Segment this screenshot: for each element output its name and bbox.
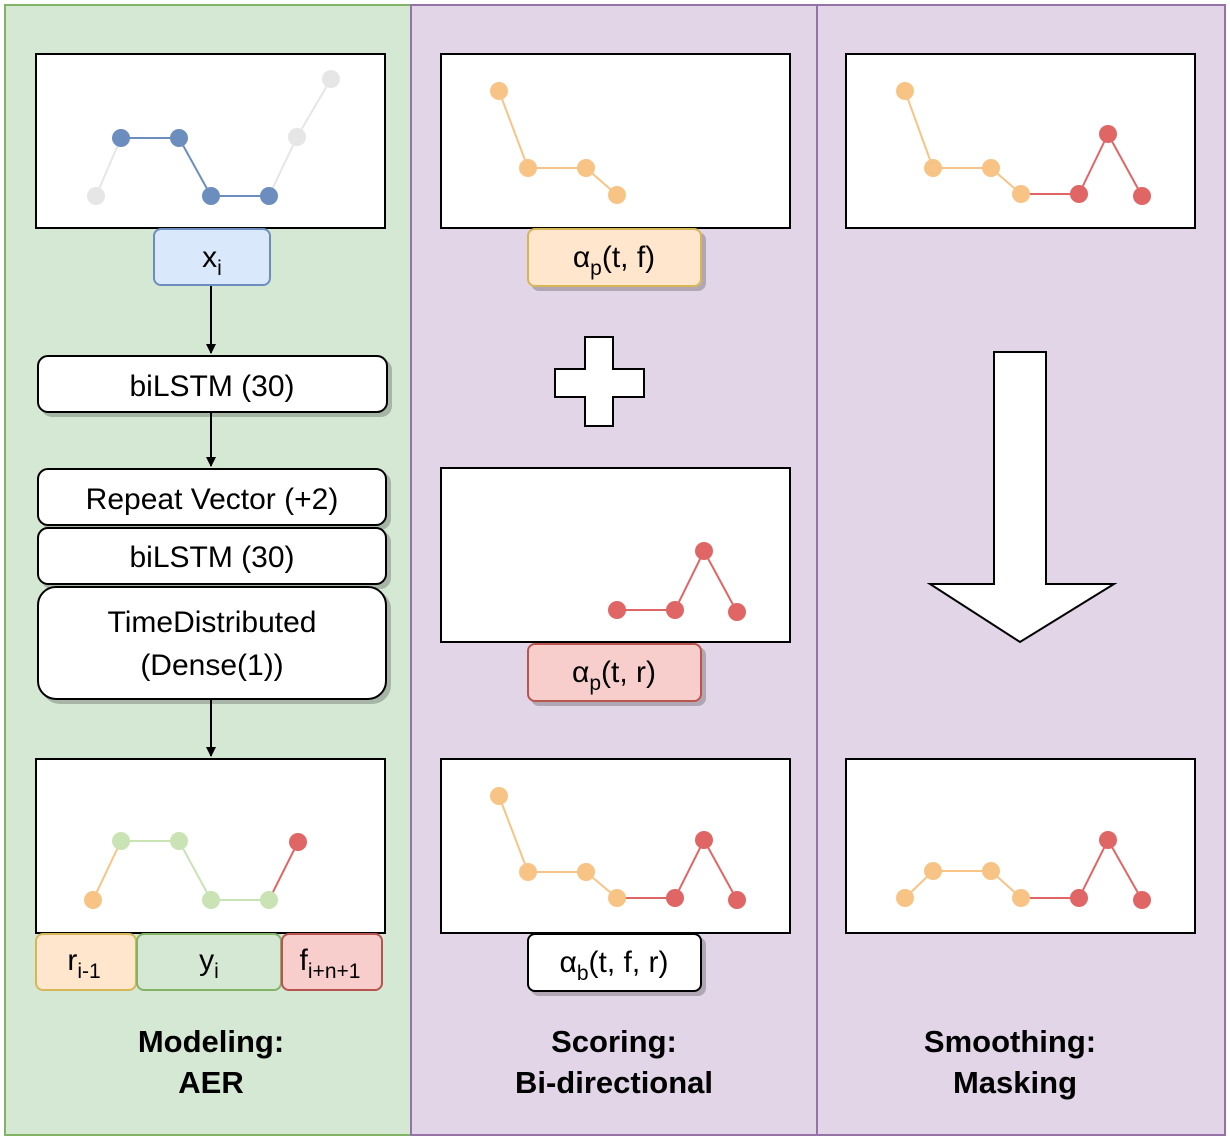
timedistributed-label: (Dense(1)) [140,649,283,682]
bidir-point [577,863,595,881]
smoothed-point [1070,889,1088,907]
smoothing-subtitle: Masking [953,1065,1077,1100]
forward-pred-line [268,841,299,901]
input-point [202,187,220,205]
timedistributed-layer [37,586,387,700]
unsmoothed-point [1099,125,1117,143]
input-point [322,70,340,88]
smoothed-point [982,862,1000,880]
forward-error-line [498,90,618,196]
unsmoothed-reverse-line [1021,131,1143,197]
bidir-score-label: αb(t, f, r) [559,946,668,985]
smoothed-point [1099,831,1117,849]
unsmoothed-point [982,159,1000,177]
unsmoothed-point [924,159,942,177]
plus-icon [554,336,645,427]
bidir-point [666,889,684,907]
reverse-error-point [608,601,626,619]
recon-point [260,891,278,909]
bidir-point [695,831,713,849]
bidir-point [490,787,508,805]
recon-point [84,891,102,909]
forward-label-box [281,933,383,991]
recon-label: yi [199,944,219,983]
input-point [87,187,105,205]
input-window-line [121,137,269,197]
smoothed-point [1012,889,1030,907]
smoothed-point [924,862,942,880]
reverse-score-label: αp(t, r) [572,656,656,695]
reverse-label: ri-1 [67,944,100,983]
forward-label: fi+n+1 [300,944,361,983]
smoothed-reverse-line [1021,837,1143,901]
reverse-error-point [728,603,746,621]
bidir-score-label-box [527,933,702,992]
reconstruction-line [121,840,269,901]
forward-error-point [490,82,508,100]
unsmoothed-point [896,82,914,100]
timedistributed-label: TimeDistributed [108,606,317,639]
forward-score-label-box [527,228,702,287]
reverse-error-point [695,542,713,560]
bidir-forward-line [498,795,618,899]
unsmoothed-point [1012,185,1030,203]
scoring-subtitle: Bi-directional [515,1065,713,1100]
bidir-point [519,863,537,881]
reverse-error-point [666,601,684,619]
bilstm-layer-2 [37,527,387,585]
bidir-point [608,889,626,907]
bilstm-layer-1-label: biLSTM (30) [129,370,294,403]
recon-point [202,891,220,909]
input-point [112,129,130,147]
repeat-vector-label: Repeat Vector (+2) [86,483,339,516]
bidir-point [728,891,746,909]
reverse-score-label-box [527,643,702,702]
bilstm-layer-1 [37,355,388,413]
unsmoothed-point [1070,185,1088,203]
forward-error-point [608,186,626,204]
recon-point [289,833,307,851]
down-arrow-icon [926,351,1118,644]
forward-score-label: αp(t, f) [573,241,655,280]
smoothed-point [1133,891,1151,909]
input-context-line-left [95,137,122,197]
reverse-error-line [617,548,738,613]
input-point [260,187,278,205]
input-point [288,128,306,146]
reverse-pred-line [92,840,122,901]
smoothed-point [896,889,914,907]
recon-point [170,832,188,850]
recon-point [112,832,130,850]
scoring-title: Scoring: [551,1024,677,1059]
forward-error-point [577,159,595,177]
smoothing-title: Smoothing: [924,1024,1096,1059]
forward-error-point [519,159,537,177]
bilstm-layer-2-label: biLSTM (30) [129,541,294,574]
modeling-title: Modeling: [138,1024,284,1059]
unsmoothed-point [1133,187,1151,205]
input-label: xi [202,241,222,280]
smoothed-forward-line [904,870,1022,899]
modeling-subtitle: AER [178,1065,243,1100]
unsmoothed-forward-line [904,90,1022,195]
repeat-vector-layer [37,468,387,526]
bidir-reverse-line [617,837,738,901]
input-label-box [153,228,271,286]
input-point [170,129,188,147]
